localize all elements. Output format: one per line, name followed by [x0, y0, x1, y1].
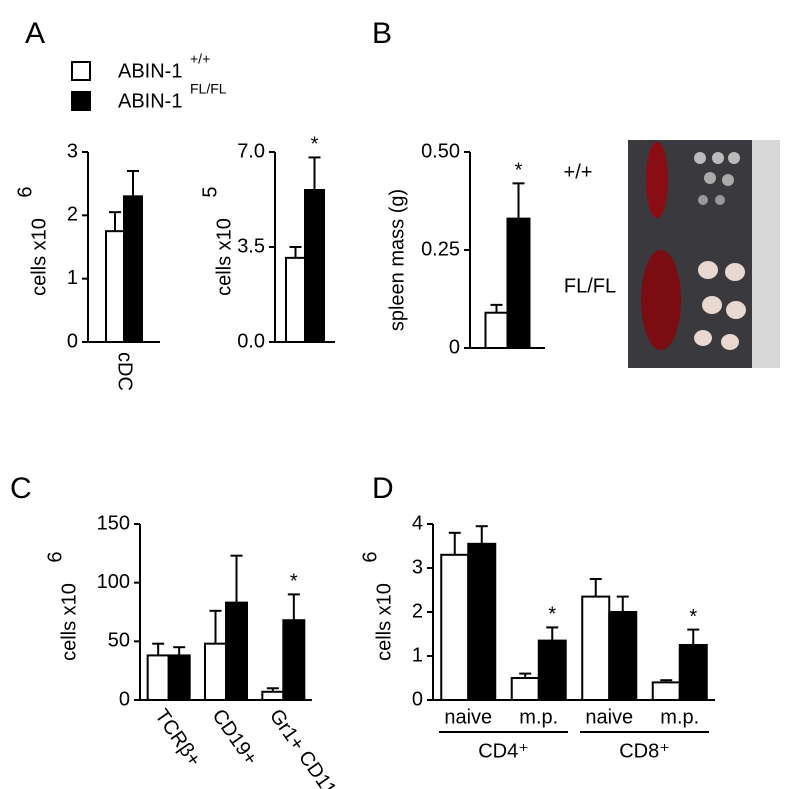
legend-label: ABIN-1 — [118, 90, 182, 112]
bar — [304, 189, 325, 343]
y-tick-label: 150 — [97, 512, 130, 534]
group-label: CD8⁺ — [619, 740, 670, 762]
legend-sup: FL/FL — [190, 81, 227, 97]
y-tick-label: 0 — [67, 330, 78, 352]
y-axis-label: cells x10 — [58, 583, 80, 661]
legend-label: ABIN-1 — [118, 60, 182, 82]
y-axis-label-sup: 6 — [359, 551, 381, 562]
x-tick-label: CD19+ — [208, 705, 262, 769]
legend-swatch — [71, 91, 91, 111]
bar — [282, 619, 306, 701]
y-tick-label: 1 — [412, 644, 423, 666]
bar — [204, 642, 227, 701]
bar — [167, 654, 191, 701]
x-tick-label: m.p. — [660, 706, 699, 728]
significance-star: * — [290, 571, 298, 593]
bar — [608, 611, 638, 701]
x-tick-label: TCRβ+ — [150, 705, 205, 770]
x-tick-label: naive — [585, 706, 633, 728]
y-tick-label: 2 — [412, 600, 423, 622]
bar — [467, 542, 497, 701]
bar — [651, 681, 681, 702]
y-tick-label: 50 — [108, 630, 130, 652]
bar — [537, 639, 567, 701]
significance-star: * — [689, 606, 697, 628]
y-tick-label: 100 — [97, 571, 130, 593]
significance-star: * — [515, 160, 523, 182]
group-label: CD4⁺ — [478, 740, 529, 762]
y-tick-label: 1 — [67, 267, 78, 289]
bar — [285, 256, 306, 344]
x-tick-label: m.p. — [519, 706, 558, 728]
x-tick-label: naive — [444, 706, 492, 728]
legend-swatch — [71, 61, 91, 81]
y-tick-label: 0.50 — [421, 140, 460, 162]
y-tick-label: 4 — [412, 512, 423, 534]
y-tick-label: 7.0 — [237, 140, 265, 162]
y-axis-label: cells x10 — [28, 218, 50, 296]
y-axis-label-sup: 5 — [199, 186, 221, 197]
bar — [581, 595, 611, 701]
bar — [225, 601, 248, 702]
y-tick-label: 0 — [412, 688, 423, 710]
y-tick-label: 0 — [119, 688, 130, 710]
bar — [440, 553, 470, 701]
y-tick-label: 0 — [449, 336, 460, 358]
bar — [506, 217, 531, 349]
y-tick-label: 0.25 — [421, 238, 460, 260]
bar — [105, 230, 125, 344]
y-tick-label: 3 — [67, 140, 78, 162]
photo-label: FL/FL — [564, 275, 616, 297]
y-axis-label: cells x10 — [373, 583, 395, 661]
bar — [484, 311, 509, 349]
panel-letter: C — [10, 472, 32, 505]
photo-label: +/+ — [564, 161, 593, 183]
y-axis-label: spleen mass (g) — [386, 189, 408, 331]
x-tick-label: cDC — [114, 352, 136, 391]
significance-star: * — [311, 134, 319, 156]
bar — [123, 195, 143, 343]
panel-letter: A — [25, 17, 45, 50]
y-axis-label-sup: 6 — [44, 551, 66, 562]
legend-sup: +/+ — [190, 51, 210, 67]
bar — [510, 677, 540, 701]
bar — [146, 654, 170, 701]
panel-letter: B — [372, 17, 392, 50]
x-tick-label: Gr1+ CD11b+ — [265, 705, 354, 789]
spleen-photo — [628, 140, 780, 368]
panel-letter: D — [372, 472, 394, 505]
y-tick-label: 3.5 — [237, 235, 265, 257]
bar — [261, 690, 285, 702]
y-tick-label: 2 — [67, 204, 78, 226]
y-axis-label-sup: 6 — [14, 186, 36, 197]
y-tick-label: 3 — [412, 556, 423, 578]
y-tick-label: 0.0 — [237, 330, 265, 352]
significance-star: * — [548, 604, 556, 626]
bar — [678, 644, 708, 701]
y-axis-label: cells x10 — [213, 218, 235, 296]
